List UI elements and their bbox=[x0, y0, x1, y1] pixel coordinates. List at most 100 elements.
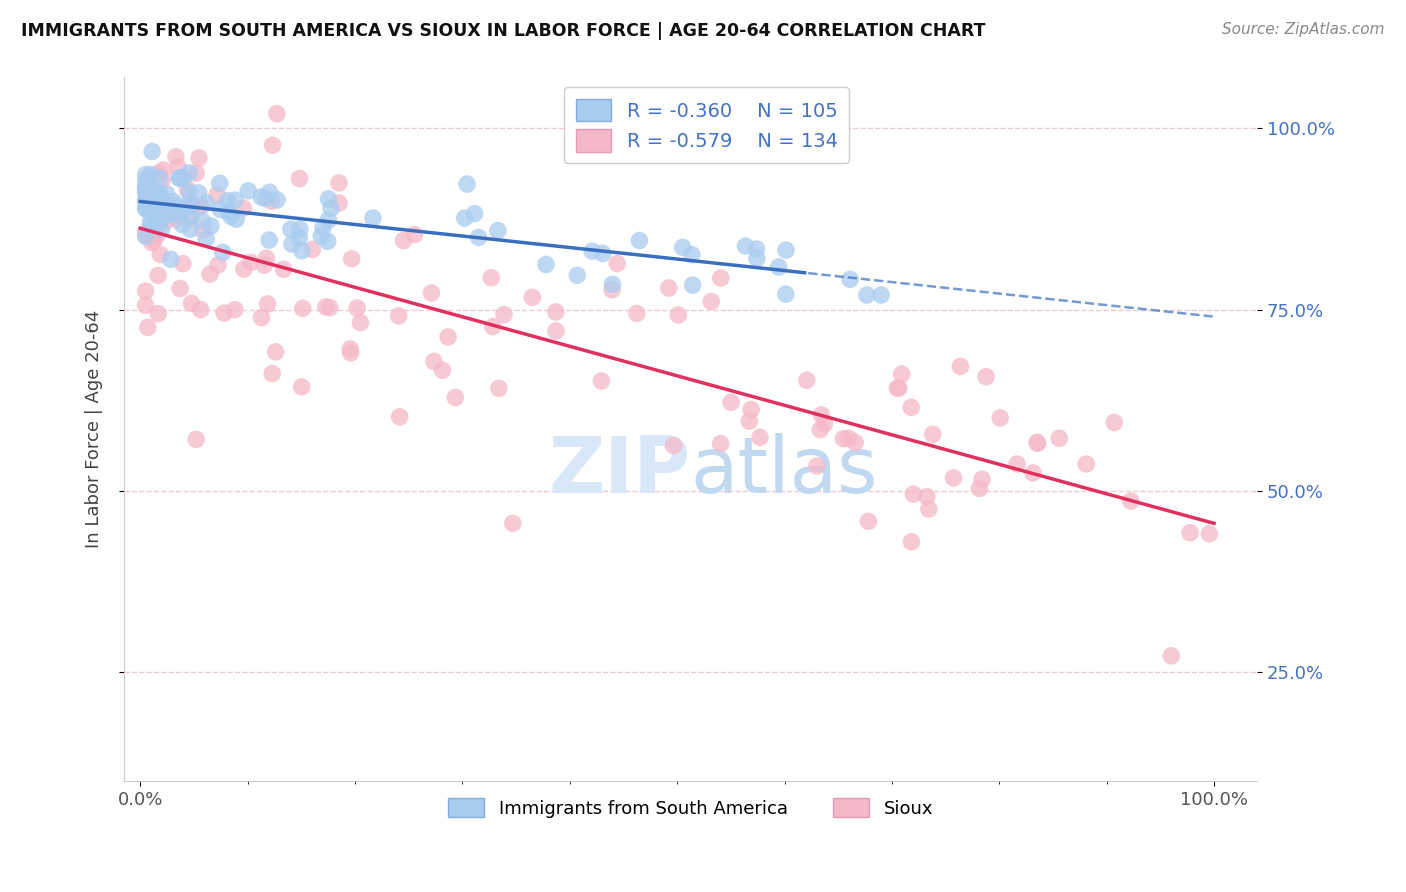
Point bbox=[156, 186, 179, 201]
Point bbox=[710, 436, 733, 450]
Point bbox=[544, 305, 567, 319]
Point bbox=[232, 262, 254, 277]
Point bbox=[970, 472, 993, 486]
Point bbox=[813, 417, 835, 431]
Point bbox=[136, 171, 159, 186]
Point bbox=[281, 237, 304, 252]
Point bbox=[810, 408, 832, 422]
Point bbox=[146, 215, 169, 229]
Point bbox=[262, 138, 284, 153]
Point bbox=[166, 199, 188, 213]
Point bbox=[225, 212, 247, 227]
Point bbox=[139, 216, 162, 230]
Point bbox=[1198, 526, 1220, 541]
Point bbox=[316, 235, 339, 249]
Point bbox=[361, 211, 384, 225]
Point bbox=[886, 381, 908, 395]
Point bbox=[143, 233, 166, 247]
Point bbox=[291, 301, 314, 316]
Point bbox=[969, 482, 991, 496]
Point bbox=[837, 431, 859, 445]
Point bbox=[464, 206, 486, 220]
Point bbox=[567, 268, 589, 283]
Point bbox=[808, 423, 831, 437]
Point bbox=[264, 344, 287, 359]
Point bbox=[172, 257, 194, 271]
Point bbox=[239, 255, 262, 269]
Point bbox=[211, 245, 233, 260]
Point bbox=[167, 170, 190, 185]
Text: Source: ZipAtlas.com: Source: ZipAtlas.com bbox=[1222, 22, 1385, 37]
Point bbox=[900, 534, 922, 549]
Point bbox=[486, 224, 509, 238]
Point bbox=[1022, 466, 1045, 480]
Point bbox=[682, 278, 704, 293]
Point bbox=[136, 320, 159, 334]
Point bbox=[346, 301, 368, 315]
Point bbox=[191, 223, 214, 237]
Point bbox=[152, 163, 174, 178]
Point bbox=[266, 193, 288, 207]
Point bbox=[658, 281, 681, 295]
Legend: Immigrants from South America, Sioux: Immigrants from South America, Sioux bbox=[441, 790, 941, 825]
Point bbox=[626, 306, 648, 320]
Point bbox=[138, 200, 160, 214]
Point bbox=[856, 288, 879, 302]
Point bbox=[775, 287, 797, 301]
Point bbox=[1047, 431, 1070, 445]
Point bbox=[136, 202, 159, 216]
Point bbox=[176, 182, 198, 196]
Point bbox=[288, 222, 311, 236]
Point bbox=[219, 210, 242, 224]
Point bbox=[606, 256, 628, 270]
Point bbox=[160, 207, 183, 221]
Point bbox=[666, 308, 689, 322]
Point bbox=[141, 203, 163, 218]
Point bbox=[172, 218, 194, 232]
Point bbox=[288, 171, 311, 186]
Point bbox=[179, 222, 201, 236]
Point bbox=[198, 267, 221, 281]
Point bbox=[592, 246, 614, 260]
Point bbox=[900, 401, 922, 415]
Point bbox=[177, 211, 200, 226]
Point bbox=[141, 145, 163, 159]
Point bbox=[454, 211, 477, 225]
Point bbox=[328, 176, 350, 190]
Point bbox=[432, 363, 454, 377]
Point bbox=[155, 209, 177, 223]
Point bbox=[444, 391, 467, 405]
Point bbox=[858, 514, 880, 528]
Point bbox=[141, 168, 163, 182]
Point bbox=[205, 188, 228, 202]
Point bbox=[522, 290, 544, 304]
Point bbox=[135, 227, 157, 242]
Point bbox=[319, 301, 342, 315]
Point bbox=[135, 179, 157, 194]
Point bbox=[806, 458, 828, 473]
Point bbox=[628, 234, 651, 248]
Point bbox=[768, 260, 790, 274]
Point bbox=[135, 298, 157, 312]
Point bbox=[915, 490, 938, 504]
Point bbox=[600, 283, 623, 297]
Point bbox=[1160, 648, 1182, 663]
Point bbox=[146, 227, 169, 242]
Point bbox=[153, 201, 176, 215]
Point bbox=[149, 171, 172, 186]
Point bbox=[318, 192, 340, 206]
Point bbox=[349, 316, 371, 330]
Point bbox=[256, 297, 278, 311]
Point bbox=[179, 186, 201, 200]
Point bbox=[870, 288, 893, 302]
Point bbox=[165, 150, 187, 164]
Point bbox=[502, 516, 524, 531]
Point bbox=[135, 202, 157, 216]
Point bbox=[602, 277, 624, 292]
Point bbox=[224, 193, 246, 207]
Point bbox=[1119, 494, 1142, 508]
Point bbox=[738, 414, 761, 428]
Point bbox=[250, 310, 273, 325]
Point bbox=[918, 502, 941, 516]
Point bbox=[177, 201, 200, 215]
